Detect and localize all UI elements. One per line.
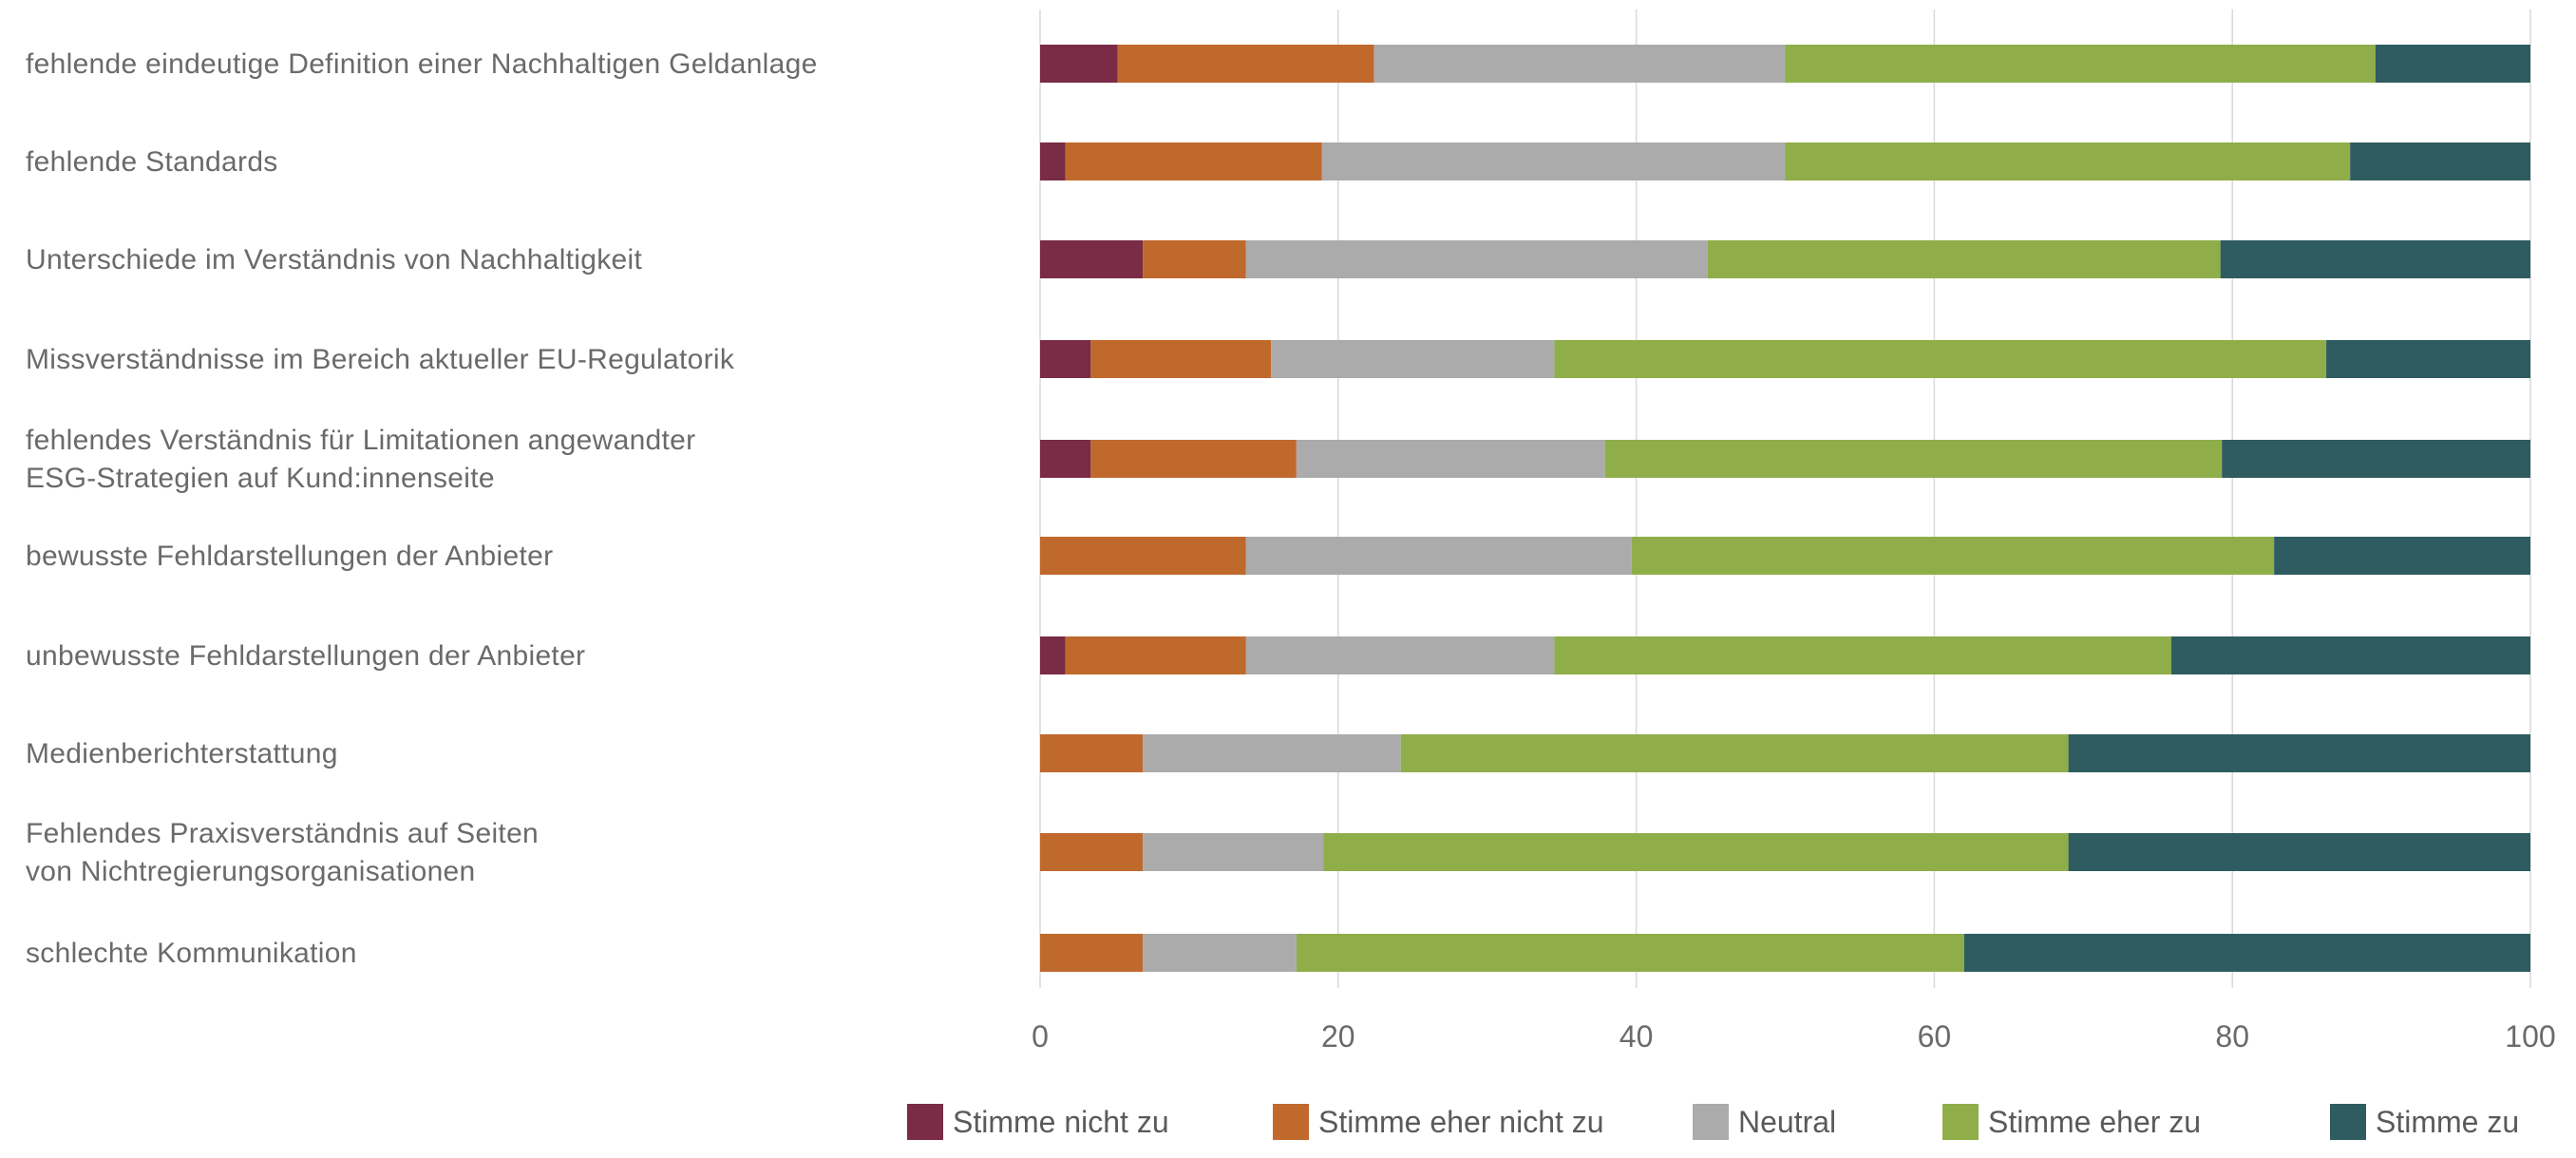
bar-segment-r6-s3 bbox=[1554, 636, 2171, 674]
legend-swatch-3 bbox=[1942, 1104, 1979, 1140]
bar-segment-r1-s4 bbox=[2350, 142, 2530, 180]
legend-swatch-4 bbox=[2330, 1104, 2366, 1140]
bar-segment-r6-s2 bbox=[1245, 636, 1555, 674]
bar-segment-r4-s1 bbox=[1090, 440, 1297, 478]
category-label-2: Unterschiede im Verständnis von Nachhalt… bbox=[26, 244, 642, 275]
legend-label-4: Stimme zu bbox=[2376, 1105, 2519, 1139]
category-label-9: schlechte Kommunikation bbox=[26, 938, 357, 969]
bar-segment-r3-s0 bbox=[1040, 340, 1091, 378]
legend-swatch-0 bbox=[907, 1104, 943, 1140]
bar-segment-r9-s1 bbox=[1040, 934, 1144, 972]
x-tick-label-100: 100 bbox=[2505, 1019, 2555, 1054]
bar-segment-r3-s3 bbox=[1554, 340, 2327, 378]
bar-segment-r4-s2 bbox=[1296, 440, 1605, 478]
category-label-0: fehlende eindeutige Definition einer Nac… bbox=[26, 48, 818, 80]
category-labels: fehlende eindeutige Definition einer Nac… bbox=[26, 48, 818, 969]
bar-segment-r1-s3 bbox=[1785, 142, 2351, 180]
bar-segment-r8-s3 bbox=[1323, 833, 2069, 871]
category-label-3: Missverständnisse im Bereich aktueller E… bbox=[26, 344, 735, 375]
bar-segment-r0-s3 bbox=[1785, 45, 2376, 83]
bar-segment-r0-s2 bbox=[1373, 45, 1786, 83]
x-tick-label-40: 40 bbox=[1619, 1019, 1654, 1054]
bar-segment-r6-s4 bbox=[2170, 636, 2530, 674]
bar-segment-r2-s4 bbox=[2220, 240, 2530, 278]
bar-segment-r6-s0 bbox=[1040, 636, 1066, 674]
bar-segment-r2-s0 bbox=[1040, 240, 1144, 278]
bar-segment-r3-s2 bbox=[1271, 340, 1555, 378]
legend-swatch-2 bbox=[1693, 1104, 1729, 1140]
bar-segment-r1-s0 bbox=[1040, 142, 1066, 180]
bar-segment-r5-s2 bbox=[1245, 537, 1632, 575]
legend-swatch-1 bbox=[1273, 1104, 1309, 1140]
bar-segment-r2-s3 bbox=[1707, 240, 2221, 278]
legend-label-3: Stimme eher zu bbox=[1988, 1105, 2201, 1139]
bar-segment-r8-s4 bbox=[2068, 833, 2530, 871]
bar-segment-r0-s1 bbox=[1117, 45, 1374, 83]
bar-segment-r5-s4 bbox=[2274, 537, 2530, 575]
bar-segment-r9-s4 bbox=[1963, 934, 2530, 972]
bar-segment-r7-s2 bbox=[1143, 734, 1401, 772]
category-label-6: unbewusste Fehldarstellungen der Anbiete… bbox=[26, 640, 585, 672]
bar-segment-r0-s0 bbox=[1040, 45, 1118, 83]
bar-segment-r0-s4 bbox=[2375, 45, 2530, 83]
x-tick-label-0: 0 bbox=[1032, 1019, 1049, 1054]
bar-segment-r6-s1 bbox=[1065, 636, 1246, 674]
bar-segment-r3-s1 bbox=[1090, 340, 1272, 378]
x-axis-tick-labels: 0 20 40 60 80 100 bbox=[1032, 1019, 2556, 1054]
bar-segment-r7-s3 bbox=[1400, 734, 2069, 772]
bar-segment-r8-s2 bbox=[1143, 833, 1324, 871]
x-tick-label-80: 80 bbox=[2215, 1019, 2249, 1054]
bar-segment-r2-s1 bbox=[1143, 240, 1246, 278]
bar-segment-r7-s4 bbox=[2068, 734, 2530, 772]
bar-segment-r5-s1 bbox=[1040, 537, 1246, 575]
category-label-1: fehlende Standards bbox=[26, 146, 278, 178]
legend: Stimme nicht zu Stimme eher nicht zu Neutr… bbox=[907, 1104, 2519, 1140]
category-label-8: Fehlendes Praxisverständnis auf Seiten vo… bbox=[26, 818, 539, 887]
bar-segment-r7-s1 bbox=[1040, 734, 1144, 772]
bar-segment-r2-s2 bbox=[1245, 240, 1708, 278]
legend-label-2: Neutral bbox=[1738, 1105, 1836, 1139]
category-label-5: bewusste Fehldarstellungen der Anbieter bbox=[26, 541, 553, 572]
legend-label-0: Stimme nicht zu bbox=[953, 1105, 1169, 1139]
bar-segment-r4-s4 bbox=[2222, 440, 2530, 478]
category-label-7: Medienberichterstattung bbox=[26, 738, 338, 769]
bar-segment-r9-s2 bbox=[1143, 934, 1297, 972]
bar-segment-r4-s3 bbox=[1604, 440, 2223, 478]
bar-segment-r1-s1 bbox=[1065, 142, 1322, 180]
x-tick-label-20: 20 bbox=[1321, 1019, 1355, 1054]
category-label-4: fehlendes Verständnis für Limitationen a… bbox=[26, 425, 695, 494]
bar-segment-r3-s4 bbox=[2326, 340, 2530, 378]
bars bbox=[1040, 45, 2530, 972]
x-tick-label-60: 60 bbox=[1918, 1019, 1952, 1054]
legend-label-1: Stimme eher nicht zu bbox=[1318, 1105, 1604, 1139]
bar-segment-r8-s1 bbox=[1040, 833, 1144, 871]
bar-segment-r9-s3 bbox=[1296, 934, 1964, 972]
bar-segment-r1-s2 bbox=[1321, 142, 1786, 180]
bar-segment-r5-s3 bbox=[1631, 537, 2275, 575]
bar-segment-r4-s0 bbox=[1040, 440, 1091, 478]
